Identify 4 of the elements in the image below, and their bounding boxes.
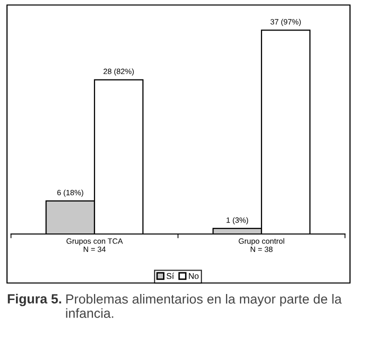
legend-label: No	[188, 273, 199, 279]
text: Problemas alimentarios en la mayor parte de la infancia.	[66, 294, 342, 318]
legend-label: Sí	[166, 272, 174, 279]
text: Figura 5.	[8, 294, 62, 306]
